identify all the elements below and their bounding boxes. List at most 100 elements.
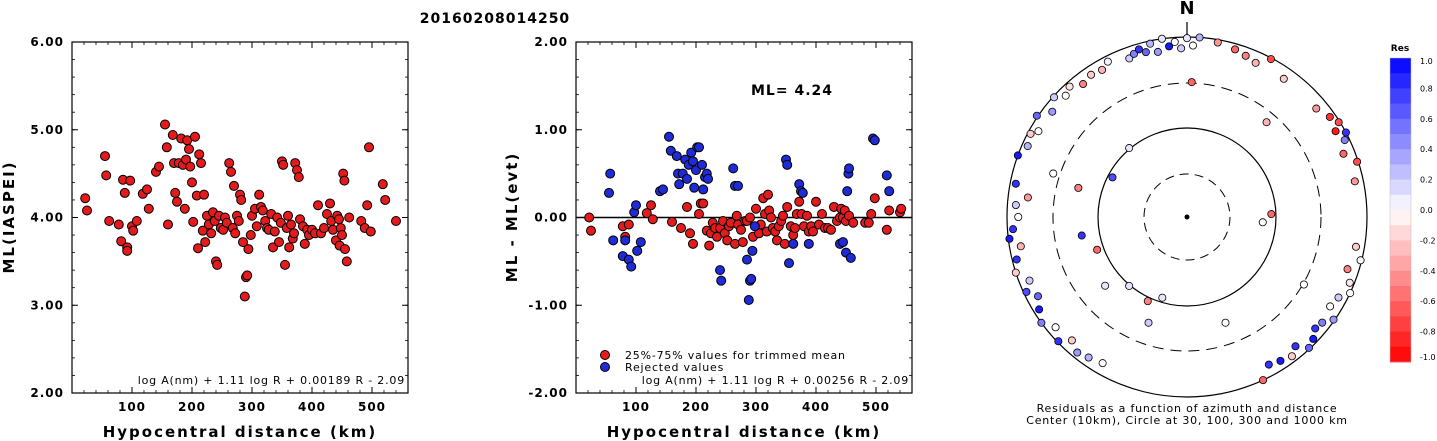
rejected-point xyxy=(788,238,799,249)
station-point xyxy=(1341,128,1350,137)
station-point xyxy=(1014,212,1023,221)
colorbar-tick-labels: 1.0 0.8 0.6 0.4 0.2 0.0 -0.2 -0.4 -0.6 -0.8 -1.0 xyxy=(1420,57,1436,362)
data-point xyxy=(254,189,265,200)
rejected-point xyxy=(869,135,880,146)
accepted-point xyxy=(745,212,755,223)
data-point xyxy=(325,198,335,209)
station-point xyxy=(1153,47,1162,56)
station-point xyxy=(1309,334,1318,343)
colorbar-segment xyxy=(1390,286,1411,302)
accepted-point xyxy=(688,238,698,249)
station-point xyxy=(1065,82,1074,91)
station-point xyxy=(1101,281,1110,290)
accepted-point xyxy=(866,208,877,219)
rejected-point xyxy=(797,187,808,198)
station-point xyxy=(1158,293,1167,302)
station-point xyxy=(1287,352,1296,361)
y-tick-label: 0.00 xyxy=(534,211,568,225)
rejected-point xyxy=(844,163,854,174)
station-point xyxy=(1093,245,1102,254)
data-point xyxy=(334,214,344,225)
data-point xyxy=(274,237,284,248)
station-point xyxy=(1144,318,1153,327)
colorbar-segment xyxy=(1390,240,1411,257)
circle-300km xyxy=(1052,82,1322,352)
accepted-point xyxy=(826,224,836,235)
data-points xyxy=(584,131,907,305)
data-point xyxy=(125,175,136,186)
station-point xyxy=(1013,151,1022,160)
data-point xyxy=(170,187,181,198)
y-tick-label: 2.00 xyxy=(534,35,568,49)
colorbar-segment xyxy=(1390,134,1411,150)
data-point xyxy=(284,242,295,253)
accepted-point xyxy=(779,238,790,249)
rejected-point xyxy=(694,142,704,153)
accepted-point xyxy=(737,237,748,248)
station-point xyxy=(1221,318,1230,327)
station-point xyxy=(1195,33,1204,42)
data-point xyxy=(269,226,280,237)
data-point xyxy=(199,189,209,200)
station-point xyxy=(1353,157,1362,166)
accepted-point xyxy=(863,217,874,228)
station-point xyxy=(1183,34,1192,43)
station-point xyxy=(1157,34,1166,43)
accepted-point xyxy=(676,223,686,234)
data-point xyxy=(362,200,373,211)
data-point xyxy=(319,223,329,234)
station-point xyxy=(1299,280,1308,289)
accepted-point xyxy=(896,203,907,214)
station-point xyxy=(1304,343,1313,352)
rejected-point xyxy=(716,275,727,286)
accepted-point xyxy=(646,200,656,211)
data-point xyxy=(113,219,124,230)
x-tick-label: 400 xyxy=(802,400,830,414)
station-point xyxy=(1267,210,1276,219)
data-point xyxy=(206,228,217,239)
rejected-point xyxy=(674,179,685,190)
data-point xyxy=(229,180,239,191)
data-point xyxy=(236,194,247,205)
data-point xyxy=(212,259,223,270)
station-point xyxy=(1276,356,1285,365)
station-point xyxy=(1187,78,1196,87)
y-tick-label: -1.00 xyxy=(528,298,568,312)
station-point xyxy=(1258,218,1267,227)
colorbar-segment xyxy=(1390,118,1411,135)
colorbar-segment xyxy=(1390,225,1411,241)
accepted-point xyxy=(647,214,658,225)
rejected-point xyxy=(803,238,814,249)
data-point xyxy=(184,144,194,155)
station-point xyxy=(1350,177,1359,186)
station-point xyxy=(1011,179,1020,188)
data-point xyxy=(80,193,91,204)
accepted-point xyxy=(751,203,761,214)
data-point xyxy=(190,131,200,142)
rejected-point xyxy=(631,200,641,211)
rejected-point xyxy=(626,261,637,272)
rejected-point xyxy=(743,294,754,305)
y-tick-label: 2.00 xyxy=(30,386,64,400)
ml-iaspei-chart: 2.00 3.00 4.00 5.00 6.00 100 200 300 400 500 log… xyxy=(0,35,409,441)
legend-accepted-label: 25%-75% values for trimmed mean xyxy=(625,349,846,362)
station-point xyxy=(1170,37,1179,46)
y-tick-label: 1.00 xyxy=(534,123,568,137)
rejected-point xyxy=(881,170,892,181)
station-point xyxy=(1279,74,1288,83)
station-point xyxy=(1334,293,1343,302)
station-point xyxy=(1023,142,1032,151)
station-point xyxy=(1340,136,1349,145)
station-point xyxy=(1129,49,1138,58)
colorbar-segment xyxy=(1390,88,1411,105)
rejected-point xyxy=(747,245,758,256)
station-point xyxy=(1051,323,1060,332)
data-point xyxy=(313,200,323,211)
station-point xyxy=(1331,127,1340,136)
rejected-point xyxy=(671,151,682,162)
rejected-point xyxy=(733,180,743,191)
station-point xyxy=(1011,268,1020,277)
colorbar-tick-label: -0.4 xyxy=(1420,267,1436,276)
accepted-point xyxy=(682,201,692,212)
station-point xyxy=(1241,51,1250,60)
